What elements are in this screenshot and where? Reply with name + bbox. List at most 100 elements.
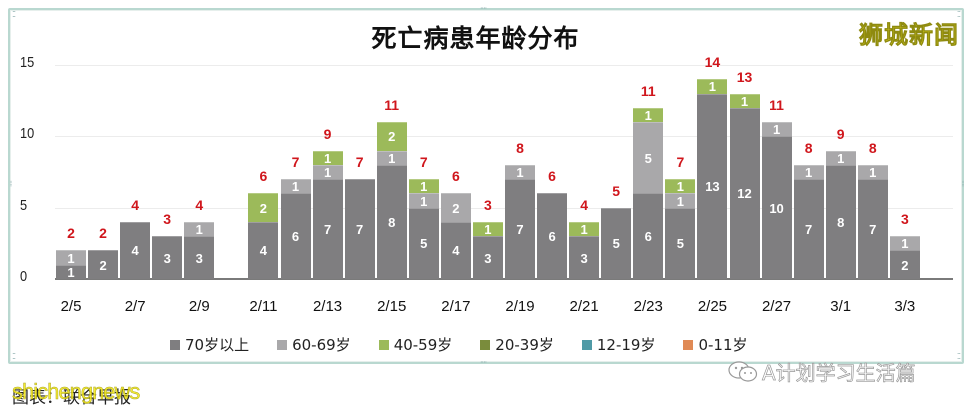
x-tick-label: 2/13	[312, 298, 343, 315]
legend: 70岁以上 60-69岁 40-59岁 20-39岁 12-19岁 0-11岁	[170, 334, 776, 355]
legend-item[interactable]: 70岁以上	[170, 334, 249, 355]
legend-label: 60-69岁	[292, 336, 351, 354]
bar-2-22: 5	[601, 207, 632, 279]
bar-segment-60-69岁: 1	[280, 179, 311, 194]
total-label: 8	[804, 139, 813, 156]
bar-2-7: 4	[120, 221, 151, 279]
bar-segment-70岁以上: 3	[184, 236, 215, 279]
bar-segment-70岁以上: 7	[793, 179, 824, 279]
x-tick-label: 2/7	[124, 298, 146, 315]
bar-2-25: 13 1	[697, 79, 728, 279]
bar-segment-70岁以上: 12	[729, 107, 760, 279]
plot-area: 1 1 2 2 2 4 4 3 3 3 1 4 4 2 6 6 1 7 7 1 1 9 7 7 8 1 2 11 5 1 1 7 4 2 6 3 1 3 7…	[55, 54, 953, 280]
bar-segment-70岁以上: 13	[697, 93, 728, 279]
wechat-account: A计划学习生活篇	[728, 357, 916, 386]
total-label: 11	[384, 97, 400, 114]
bar-segment-70岁以上: 2	[88, 250, 119, 279]
y-tick-label: 5	[20, 196, 28, 214]
legend-item[interactable]: 20-39岁	[480, 334, 554, 355]
legend-item[interactable]: 60-69岁	[277, 334, 351, 355]
bar-segment-40-59岁: 1	[312, 150, 343, 166]
bar-segment-70岁以上: 3	[472, 236, 503, 279]
bar-segment-70岁以上: 5	[408, 207, 439, 279]
brand-logo: 狮城新闻	[859, 21, 959, 50]
legend-item[interactable]: 40-59岁	[378, 334, 452, 355]
resize-handle-right[interactable]: ····	[958, 180, 967, 187]
bar-segment-60-69岁: 1	[857, 164, 888, 180]
bar-segment-40-59岁: 1	[408, 179, 439, 194]
wechat-account-name: A计划学习生活篇	[762, 361, 916, 386]
x-tick-label: 2/9	[188, 298, 210, 315]
bar-segment-70岁以上: 3	[569, 236, 600, 279]
resize-handle-bottom[interactable]: ····	[480, 358, 487, 367]
legend-item[interactable]: 12-19岁	[581, 334, 655, 355]
x-tick-label: 2/19	[505, 298, 535, 315]
y-tick-label: 15	[20, 54, 35, 71]
total-label: 14	[704, 54, 721, 71]
bar-segment-70岁以上: 4	[248, 221, 279, 279]
total-label: 6	[259, 168, 268, 185]
legend-label: 0-11岁	[698, 336, 748, 354]
x-tick-label: 2/25	[697, 298, 728, 315]
resize-handle-bottom-right[interactable]: ⁚⁚	[956, 352, 961, 361]
bar-segment-40-59岁: 2	[376, 122, 407, 151]
total-label: 9	[836, 125, 845, 142]
bar-segment-60-69岁: 1	[889, 236, 920, 251]
total-label: 2	[99, 225, 107, 242]
resize-handle-top[interactable]: ····	[480, 4, 487, 13]
total-label: 4	[131, 196, 140, 213]
gridline	[55, 207, 953, 209]
bar-segment-70岁以上: 6	[633, 193, 664, 279]
legend-swatch	[378, 339, 389, 350]
bar-segment-40-59岁: 1	[697, 79, 728, 94]
x-tick-label: 3/1	[830, 298, 852, 315]
y-tick-label: 0	[20, 268, 28, 285]
legend-swatch	[683, 339, 694, 350]
bar-segment-70岁以上: 7	[857, 179, 888, 279]
wechat-icon	[728, 360, 758, 383]
x-tick-label: 3/3	[894, 298, 916, 315]
x-tick-label: 2/5	[60, 298, 82, 315]
bar-segment-70岁以上: 6	[537, 193, 568, 279]
resize-handle-top-left[interactable]: ⁚⁚	[12, 10, 16, 19]
chart-title: 死亡病患年龄分布	[0, 19, 973, 55]
legend-label: 70岁以上	[185, 336, 250, 354]
watermark-text: shichengnews	[12, 379, 141, 405]
resize-handle-bottom-left[interactable]: ⁚⁚	[12, 352, 16, 361]
total-label: 5	[612, 182, 621, 199]
x-tick-label: 2/27	[761, 298, 792, 315]
legend-label: 20-39岁	[495, 336, 554, 354]
bar-2-8: 3	[152, 236, 183, 279]
bar-segment-60-69岁: 5	[633, 122, 664, 194]
bar-segment-70岁以上: 3	[152, 236, 183, 279]
bar-segment-60-69岁: 1	[376, 150, 407, 166]
total-label: 11	[769, 97, 784, 114]
bar-segment-70岁以上: 8	[376, 164, 407, 279]
bar-segment-70岁以上: 1	[56, 264, 86, 280]
total-label: 8	[516, 139, 524, 156]
bar-segment-70岁以上: 7	[505, 179, 535, 279]
total-label: 3	[484, 196, 492, 213]
x-tick-label: 2/17	[441, 298, 471, 315]
bar-segment-70岁以上: 7	[312, 179, 343, 279]
legend-swatch	[170, 339, 180, 350]
bar-segment-60-69岁: 1	[56, 250, 86, 266]
legend-item[interactable]: 0-11岁	[683, 334, 748, 355]
resize-handle-top-right[interactable]: ⁚⁚	[956, 10, 961, 19]
resize-handle-left[interactable]: ····	[6, 180, 15, 187]
bar-segment-60-69岁: 1	[505, 164, 535, 180]
legend-swatch	[277, 339, 288, 350]
x-axis-line	[55, 278, 953, 280]
bar-segment-60-69岁: 1	[408, 193, 439, 209]
